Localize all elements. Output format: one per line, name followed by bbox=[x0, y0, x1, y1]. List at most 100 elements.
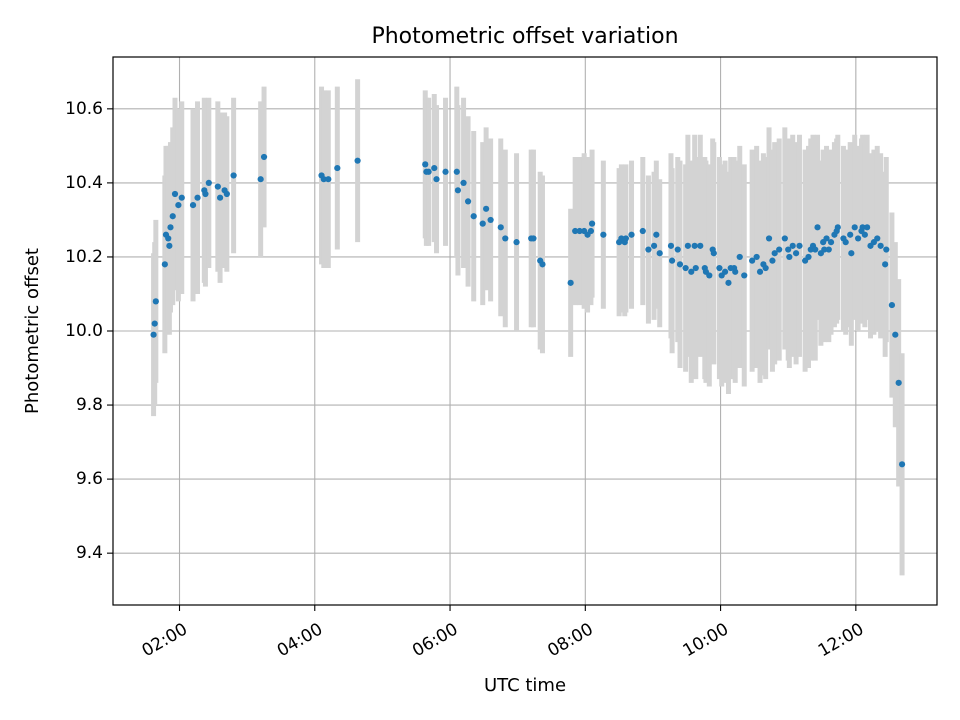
data-point bbox=[600, 231, 607, 238]
data-point bbox=[861, 231, 868, 238]
data-point bbox=[587, 227, 595, 235]
data-point bbox=[674, 246, 681, 253]
data-point bbox=[431, 164, 438, 172]
data-point bbox=[691, 242, 698, 249]
data-point bbox=[762, 264, 769, 272]
data-point bbox=[827, 239, 835, 246]
data-point bbox=[171, 190, 179, 198]
data-point bbox=[175, 202, 182, 209]
data-point bbox=[834, 224, 841, 231]
data-point bbox=[216, 194, 224, 201]
data-point bbox=[622, 235, 629, 242]
data-point bbox=[676, 261, 684, 268]
data-point bbox=[805, 253, 812, 261]
data-point bbox=[152, 298, 159, 305]
data-point bbox=[710, 250, 717, 257]
data-point bbox=[572, 227, 579, 235]
data-point bbox=[425, 168, 432, 175]
data-point bbox=[464, 198, 472, 205]
data-point bbox=[161, 261, 168, 268]
data-point bbox=[530, 235, 537, 242]
data-point bbox=[454, 187, 462, 194]
y-axis-title: Photometric offset bbox=[22, 248, 43, 414]
data-point bbox=[354, 157, 361, 164]
data-point bbox=[749, 257, 756, 264]
data-point bbox=[260, 153, 268, 161]
data-point bbox=[821, 246, 828, 253]
data-point bbox=[639, 227, 646, 235]
data-point bbox=[842, 239, 849, 246]
data-point bbox=[576, 227, 583, 235]
data-point bbox=[823, 235, 830, 242]
data-point bbox=[888, 301, 896, 309]
data-point bbox=[684, 242, 691, 249]
data-point bbox=[864, 224, 871, 231]
data-point bbox=[325, 176, 332, 183]
data-point bbox=[854, 235, 862, 242]
data-point bbox=[725, 279, 732, 286]
data-point bbox=[189, 202, 197, 209]
x-tick-label: 04:00 bbox=[274, 619, 326, 661]
data-point bbox=[898, 461, 906, 468]
data-point bbox=[205, 179, 212, 186]
data-point bbox=[150, 331, 157, 338]
y-tick-label: 10.6 bbox=[65, 99, 103, 119]
data-point bbox=[667, 242, 675, 249]
y-tick-label: 9.6 bbox=[76, 469, 103, 489]
x-tick-label: 12:00 bbox=[815, 619, 867, 661]
data-point bbox=[479, 220, 486, 227]
x-axis-title: UTC time bbox=[484, 675, 566, 696]
data-point bbox=[785, 246, 792, 253]
data-point bbox=[470, 213, 477, 220]
data-point bbox=[645, 246, 652, 253]
x-tick-label: 08:00 bbox=[544, 619, 596, 661]
data-point bbox=[487, 216, 494, 224]
data-point bbox=[214, 183, 221, 190]
data-point bbox=[847, 231, 854, 238]
data-point bbox=[848, 250, 855, 257]
data-point bbox=[230, 172, 237, 179]
x-tick-label: 02:00 bbox=[139, 619, 191, 661]
data-point bbox=[223, 190, 230, 198]
data-point bbox=[789, 242, 796, 249]
data-point bbox=[320, 176, 327, 183]
data-point bbox=[502, 235, 509, 242]
data-point bbox=[460, 179, 467, 186]
data-point bbox=[483, 205, 490, 212]
data-point bbox=[453, 168, 460, 175]
data-point bbox=[194, 194, 201, 201]
data-point bbox=[692, 264, 699, 272]
data-point bbox=[786, 253, 793, 261]
data-point bbox=[167, 224, 174, 231]
data-point bbox=[669, 257, 676, 264]
data-point bbox=[539, 261, 546, 268]
y-tick-label: 10.0 bbox=[65, 321, 103, 341]
data-point bbox=[588, 220, 596, 227]
chart-title: Photometric offset variation bbox=[371, 24, 678, 49]
data-point bbox=[771, 250, 778, 257]
data-point bbox=[706, 272, 713, 279]
data-point bbox=[151, 320, 158, 327]
data-point bbox=[882, 261, 889, 268]
data-point bbox=[851, 224, 858, 231]
x-tick-label: 06:00 bbox=[409, 619, 461, 661]
data-point bbox=[178, 194, 185, 201]
data-point bbox=[497, 224, 504, 231]
data-point bbox=[721, 268, 729, 275]
data-point bbox=[874, 235, 881, 242]
data-point bbox=[877, 242, 884, 249]
data-point bbox=[697, 242, 704, 249]
data-point bbox=[202, 190, 209, 198]
data-point bbox=[756, 268, 764, 275]
data-point bbox=[883, 246, 890, 253]
data-point bbox=[825, 246, 832, 253]
error-bars bbox=[151, 79, 905, 576]
data-point bbox=[892, 331, 899, 338]
data-point bbox=[169, 213, 176, 220]
data-point bbox=[688, 268, 695, 275]
data-point bbox=[859, 224, 866, 231]
data-point bbox=[650, 242, 658, 249]
data-point bbox=[682, 264, 689, 272]
data-point bbox=[334, 164, 341, 172]
